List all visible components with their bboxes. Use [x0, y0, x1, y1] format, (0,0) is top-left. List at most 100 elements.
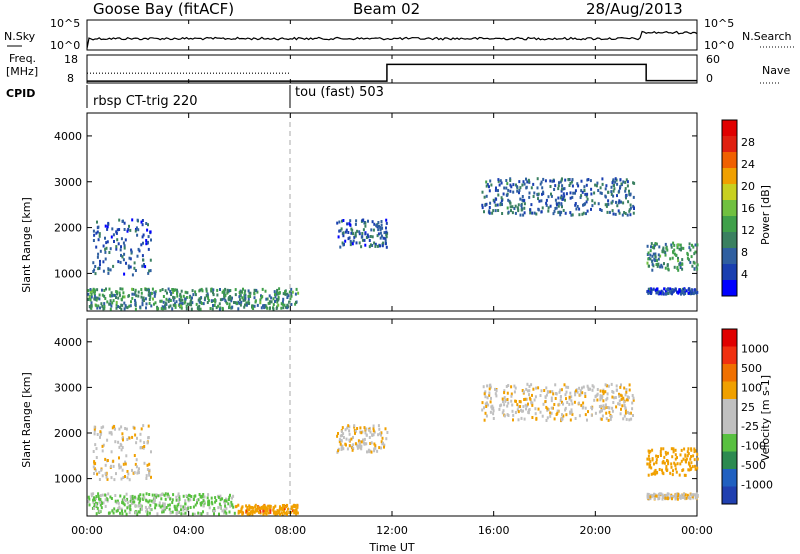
- scatter-cell: [131, 218, 134, 222]
- scatter-cell: [654, 494, 657, 498]
- scatter-cell: [106, 240, 109, 244]
- scatter-cell: [579, 393, 582, 397]
- scatter-cell: [654, 252, 657, 256]
- scatter-cell: [647, 449, 650, 453]
- scatter-cell: [668, 496, 671, 500]
- scatter-cell: [488, 384, 491, 388]
- scatter-cell: [251, 509, 254, 513]
- scatter-cell: [126, 501, 129, 505]
- scatter-cell: [685, 496, 688, 500]
- scatter-cell: [506, 391, 509, 395]
- scatter-cell: [519, 186, 522, 190]
- scatter-cell: [580, 403, 583, 407]
- scatter-cell: [137, 497, 140, 501]
- scatter-cell: [579, 196, 582, 199]
- cpid-label: CPID: [6, 87, 35, 100]
- scatter-cell: [561, 413, 563, 417]
- scatter-cell: [207, 493, 210, 497]
- scatter-cell: [606, 396, 609, 400]
- scatter-cell: [118, 291, 121, 295]
- scatter-cell: [154, 493, 156, 497]
- scatter-cell: [241, 505, 244, 509]
- scatter-cell: [266, 507, 269, 511]
- scatter-cell: [528, 191, 531, 195]
- scatter-cell: [247, 297, 250, 301]
- scatter-cell: [213, 304, 216, 307]
- scatter-cell: [501, 203, 503, 206]
- scatter-cell: [146, 512, 149, 516]
- scatter-cell: [663, 262, 665, 266]
- scatter-cell: [691, 264, 694, 268]
- scatter-cell: [652, 287, 655, 291]
- scatter-cell: [631, 401, 634, 405]
- scatter-cell: [519, 213, 522, 217]
- scatter-cell: [356, 444, 359, 448]
- scatter-cell: [244, 303, 246, 307]
- scatter-cell: [615, 405, 618, 409]
- scatter-cell: [112, 511, 115, 515]
- scatter-cell: [503, 389, 506, 393]
- scatter-cell: [523, 398, 526, 401]
- scatter-cell: [286, 504, 289, 507]
- x-axis-ticks: 00:00 04:00 08:00 12:00 16:00 20:00 00:00: [71, 20, 713, 537]
- scatter-cell: [620, 200, 622, 204]
- scatter-cell: [126, 306, 129, 310]
- scatter-cell: [117, 501, 120, 505]
- scatter-cell: [110, 464, 112, 468]
- scatter-cell: [123, 221, 126, 225]
- scatter-cell: [121, 255, 124, 259]
- scatter-cell: [554, 383, 557, 387]
- scatter-cell: [624, 180, 627, 184]
- scatter-cell: [575, 389, 577, 393]
- scatter-cell: [661, 291, 664, 295]
- scatter-cell: [212, 299, 215, 303]
- scatter-cell: [122, 462, 125, 466]
- scatter-cell: [512, 190, 515, 194]
- scatter-cell: [493, 200, 496, 204]
- scatter-cell: [95, 304, 98, 308]
- scatter-cell: [121, 295, 124, 299]
- scatter-cell: [103, 305, 106, 308]
- scatter-cell: [679, 263, 682, 267]
- scatter-cell: [560, 189, 563, 193]
- scatter-cell: [665, 452, 668, 456]
- scatter-cell: [483, 406, 485, 410]
- scatter-cell: [518, 191, 520, 195]
- x-tick-label: 08:00: [274, 524, 306, 537]
- scatter-cell: [618, 399, 621, 403]
- scatter-cell: [689, 497, 692, 501]
- scatter-cell: [129, 504, 132, 508]
- scatter-cell: [156, 307, 159, 311]
- scatter-cell: [260, 294, 262, 298]
- colorbar-tick-label: 20: [741, 180, 755, 193]
- scatter-cell: [199, 307, 202, 311]
- scatter-cell: [607, 406, 610, 409]
- scatter-cell: [488, 189, 491, 193]
- scatter-cell: [150, 291, 153, 295]
- scatter-cell: [177, 493, 180, 497]
- scatter-cell: [97, 225, 100, 229]
- scatter-cell: [235, 504, 238, 508]
- scatter-cell: [385, 235, 388, 239]
- scatter-cell: [257, 505, 260, 509]
- scatter-cell: [284, 505, 287, 509]
- scatter-cell: [500, 199, 503, 203]
- scatter-cell: [205, 287, 208, 291]
- scatter-cell: [527, 402, 529, 406]
- scatter-cell: [646, 457, 649, 461]
- scatter-cell: [268, 301, 271, 305]
- scatter-cell: [664, 266, 667, 270]
- scatter-cell: [484, 411, 487, 415]
- scatter-cell: [608, 410, 611, 414]
- scatter-cell: [118, 427, 121, 431]
- scatter-cell: [122, 501, 125, 505]
- scatter-cell: [222, 289, 225, 293]
- scatter-cell: [606, 210, 609, 214]
- colorbar-tick-label: 100: [741, 381, 762, 394]
- scatter-cell: [128, 478, 131, 482]
- scatter-cell: [122, 219, 124, 223]
- scatter-cell: [376, 224, 379, 228]
- scatter-cell: [180, 512, 183, 516]
- y-tick-label: 4000: [54, 130, 82, 143]
- scatter-cell: [344, 239, 347, 243]
